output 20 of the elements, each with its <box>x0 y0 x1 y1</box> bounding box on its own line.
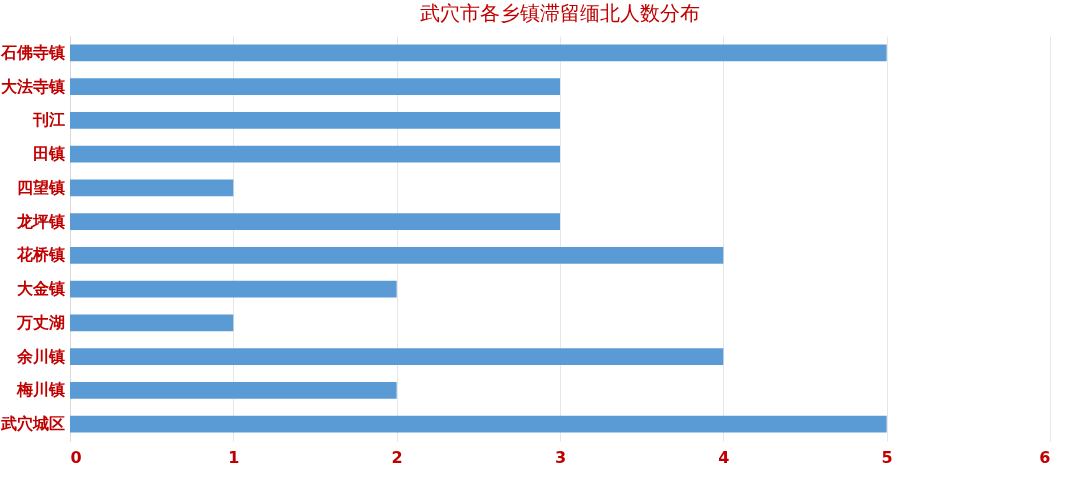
x-tick-label: 0 <box>70 447 82 467</box>
y-tick-label: 四望镇 <box>16 177 65 197</box>
y-tick-label: 龙坪镇 <box>15 211 65 231</box>
y-tick-label: 大法寺镇 <box>0 76 65 96</box>
y-tick-label: 大金镇 <box>16 279 65 299</box>
y-tick-label: 石佛寺镇 <box>0 42 65 62</box>
y-tick-label: 田镇 <box>32 144 65 164</box>
chart-title: 武穴市各乡镇滞留缅北人数分布 <box>420 1 700 25</box>
x-tick-label: 4 <box>718 447 730 467</box>
x-tick-label: 5 <box>881 447 893 467</box>
x-tick-label: 2 <box>391 447 403 467</box>
x-tick-label: 6 <box>1039 447 1051 467</box>
x-tick-label: 3 <box>554 447 567 467</box>
y-tick-label: 刊江 <box>31 110 65 130</box>
y-tick-label: 梅川镇 <box>15 380 65 400</box>
y-tick-label: 余川镇 <box>15 346 65 366</box>
y-tick-label: 万丈湖 <box>15 312 65 332</box>
y-tick-label: 武穴城区 <box>0 414 65 434</box>
y-tick-label: 花桥镇 <box>15 245 65 265</box>
x-tick-label: 1 <box>228 447 240 467</box>
